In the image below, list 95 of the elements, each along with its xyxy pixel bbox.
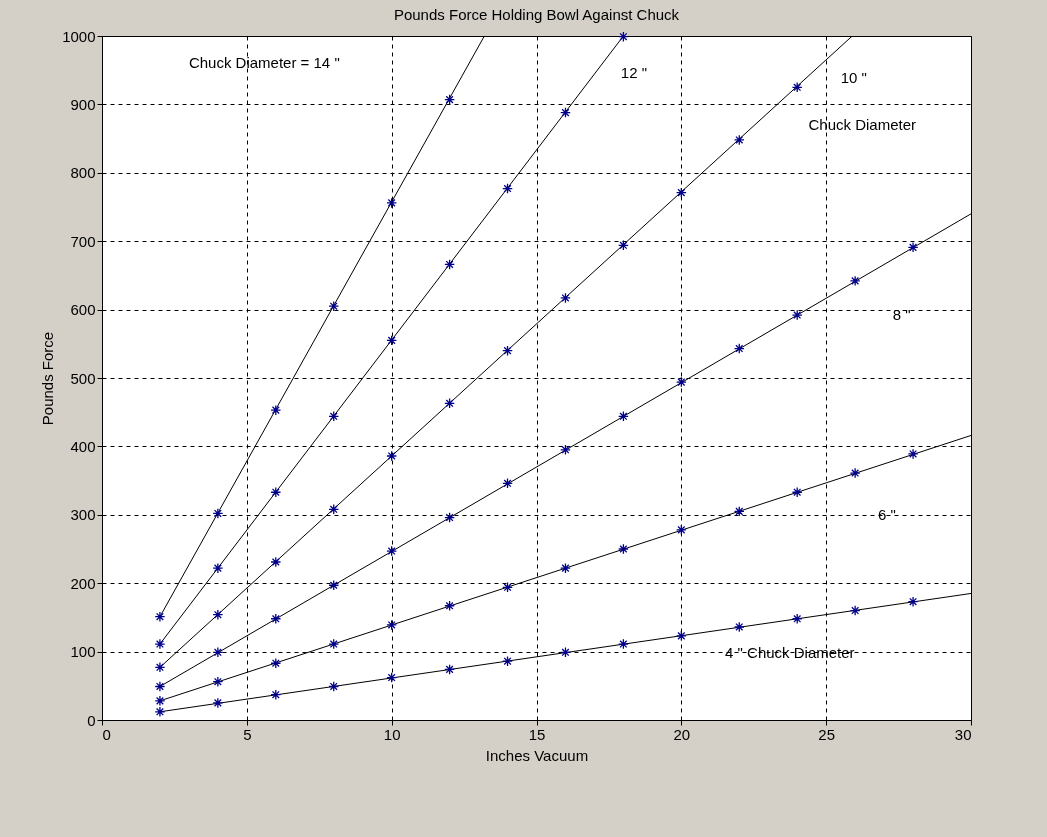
point [907, 241, 919, 253]
point [270, 556, 282, 568]
point [907, 596, 919, 608]
point [502, 477, 513, 489]
point [560, 292, 571, 304]
x-tick-label: 20 [673, 725, 691, 743]
point [675, 524, 687, 536]
point [386, 450, 398, 462]
y-tick-label: 0 [87, 711, 96, 729]
point [386, 619, 398, 631]
annotation: Chuck Diameter = 14 " [188, 54, 340, 72]
point [560, 562, 571, 574]
point [212, 676, 224, 688]
y-axis-title: Pounds Force [39, 331, 57, 426]
point [212, 609, 224, 621]
point [154, 681, 166, 692]
y-tick-label: 700 [70, 232, 96, 250]
point [212, 646, 224, 658]
point [328, 410, 340, 422]
point [444, 663, 455, 675]
point [618, 543, 629, 555]
point [502, 581, 513, 593]
point [328, 503, 340, 515]
point [270, 657, 282, 669]
y-tick-label: 1000 [62, 27, 96, 45]
point [675, 187, 687, 199]
y-tick-label: 400 [70, 437, 96, 455]
point [733, 621, 745, 633]
point [328, 681, 340, 692]
point [618, 638, 629, 650]
y-tick-label: 600 [70, 301, 96, 319]
point [212, 562, 224, 574]
point [675, 630, 687, 642]
point [154, 638, 166, 650]
point [675, 376, 687, 388]
point [791, 309, 803, 321]
point [270, 689, 282, 701]
y-tick-label: 200 [70, 574, 96, 592]
annotation: Chuck Diameter [808, 115, 917, 133]
point [560, 107, 571, 118]
point [733, 134, 745, 146]
point [618, 31, 629, 43]
x-tick-label: 25 [818, 725, 836, 743]
x-tick-label: 0 [102, 725, 111, 743]
point [560, 646, 571, 658]
point [154, 661, 166, 673]
point [733, 505, 745, 517]
point [849, 275, 861, 287]
point [849, 467, 861, 479]
point [328, 300, 340, 312]
point [154, 706, 166, 718]
y-tick-label: 900 [70, 95, 96, 113]
point [444, 512, 455, 523]
point [791, 81, 803, 93]
annotation: 10 " [840, 68, 867, 86]
point [502, 655, 513, 667]
point [444, 600, 455, 612]
y-tick-label: 300 [70, 506, 96, 524]
point [270, 486, 282, 498]
point [154, 695, 166, 707]
point [328, 579, 340, 591]
point [791, 486, 803, 498]
point [386, 545, 398, 557]
point [444, 259, 455, 270]
x-tick-label: 30 [954, 725, 972, 743]
point [907, 448, 919, 460]
point [270, 404, 282, 416]
y-tick-label: 800 [70, 164, 96, 182]
point [212, 508, 224, 519]
point [444, 94, 455, 105]
point [154, 611, 166, 623]
x-axis-title: Inches Vacuum [485, 746, 589, 764]
point [502, 345, 513, 357]
x-tick-label: 5 [243, 725, 252, 743]
point [212, 697, 224, 709]
point [618, 239, 629, 251]
x-tick-label: 15 [528, 725, 546, 743]
point [791, 613, 803, 625]
point [849, 605, 861, 616]
point [560, 444, 571, 456]
point [502, 183, 513, 194]
chart-title: Pounds Force Holding Bowl Against Chuck [393, 6, 680, 23]
x-tick-label: 10 [383, 725, 401, 743]
point [733, 343, 745, 354]
y-tick-label: 500 [70, 369, 96, 387]
y-tick-label: 100 [70, 643, 96, 661]
point [386, 334, 398, 346]
point [386, 197, 398, 209]
point [328, 638, 340, 650]
point [270, 613, 282, 625]
point [444, 397, 455, 409]
annotation: 12 " [620, 63, 647, 81]
point [386, 672, 398, 683]
point [618, 410, 629, 422]
annotation: 6 " [878, 505, 896, 523]
